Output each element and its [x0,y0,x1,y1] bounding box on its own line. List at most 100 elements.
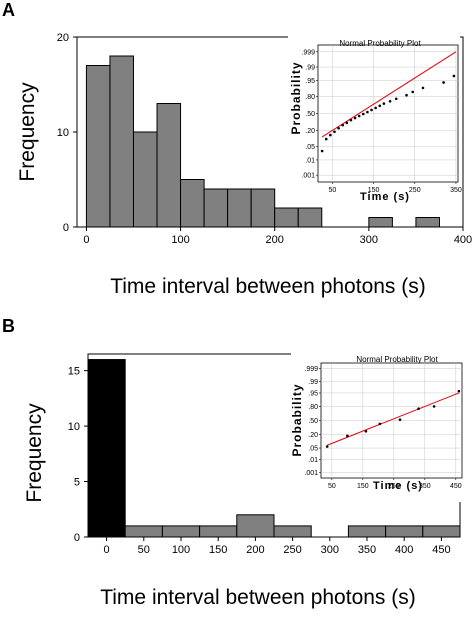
inset-x-tick-label: 350 [419,483,431,490]
inset-y-tick-label: .999 [301,49,315,56]
x-tick-label: 350 [358,544,376,556]
inset-x-tick-label: 50 [329,187,337,194]
x-tick-label: 100 [172,544,190,556]
inset-data-point [345,121,349,125]
inset-data-point [366,110,369,114]
inset-data-point [411,90,415,94]
inset-data-point [364,429,368,433]
y-tick-label: 15 [68,366,80,378]
inset-data-point [442,81,445,84]
inset-y-tick-label: .80 [305,94,315,101]
inset-y-tick-label: .20 [305,128,315,135]
y-tick-label: 0 [63,222,69,234]
panel-a-letter: A [2,0,15,20]
x-tick-label: 400 [395,544,413,556]
inset-y-tick-label: .99 [308,379,318,386]
inset-y-tick-label: .99 [305,65,315,72]
inset-data-point [405,93,408,97]
x-tick-label: 450 [432,544,450,556]
histogram-bar [368,217,393,228]
inset-data-point [320,149,324,153]
inset-data-point [333,130,336,134]
inset-y-tick-label: .001 [301,173,315,180]
histogram-bar [132,131,158,228]
inset-data-point [337,126,340,130]
inset-data-point [325,445,329,448]
panel-a-inset-y-title: Probability [289,61,303,134]
inset-y-tick-label: .80 [308,404,318,411]
y-tick-label: 10 [68,421,80,433]
inset-y-tick-label: .05 [305,144,315,151]
inset-y-tick-label: .01 [305,157,315,164]
panel-b-x-axis-title: Time interval between photons (s) [100,586,416,609]
panel-b-letter: B [2,316,15,336]
inset-data-point [378,422,382,426]
x-tick-label: 100 [171,234,189,246]
inset-y-tick-label: .999 [304,366,318,373]
inset-x-tick-label: 50 [328,483,336,490]
histogram-bar [297,207,323,228]
inset-data-point [370,108,373,112]
panel-a-x-axis-title: Time interval between photons (s) [110,275,426,298]
inset-data-point [398,418,402,421]
inset-y-tick-label: .95 [308,390,318,397]
x-tick-label: 200 [266,234,284,246]
inset-x-tick-label: 350 [450,187,462,194]
panel-b-y-axis-title: Frequency [23,403,46,503]
panel-b-inset-x-title: Time (s) [373,480,423,492]
histogram-bar [347,525,387,538]
histogram-bar [273,525,312,538]
histogram-bar [203,188,229,228]
histogram-bar [236,514,275,538]
panel-b-inset: Normal Probability Plot Probability Time… [290,353,464,502]
histogram-bar [180,179,205,228]
panel-b-inset-title: Normal Probability Plot [356,355,438,364]
panel-a-inset-x-title: Time (s) [360,191,410,203]
panel-a-axes: 0 100 200 300 400 0 10 20 [57,32,472,246]
histogram-bar [124,525,163,538]
inset-y-tick-label: .20 [308,432,318,439]
inset-data-point [374,106,377,110]
inset-fit-line [321,51,457,138]
inset-data-point [421,86,425,90]
x-tick-label: 300 [360,234,378,246]
panel-a-y-axis-title: Frequency [16,82,39,182]
panel-b: B 0 50 100 150 200 250 300 350 400 450 0 5 10 15 Time… [2,316,464,609]
inset-data-point [388,99,392,103]
x-tick-label: 0 [83,234,89,246]
inset-y-tick-label: .95 [305,78,315,85]
x-tick-label: 300 [321,544,339,556]
inset-x-tick-label: 150 [368,187,380,194]
panel-a-inset-title: Normal Probability Plot [339,39,421,48]
inset-x-tick-label: 250 [409,187,421,194]
inset-x-tick-label: 450 [450,483,462,490]
inset-y-tick-label: .50 [308,418,318,425]
x-tick-label: 0 [104,544,110,556]
histogram-bar [161,525,201,538]
inset-data-point [361,112,365,116]
histogram-bar [85,65,111,228]
histogram-bar [385,525,424,538]
panel-a: A 0 100 200 300 400 0 10 20 Time interval betwe… [2,0,472,298]
inset-data-point [457,389,461,393]
inset-data-point [394,97,398,101]
histogram-bar [109,55,134,228]
inset-data-point [329,133,332,137]
inset-y-tick-label: .001 [304,470,318,477]
inset-data-point [382,102,386,105]
inset-data-point [452,74,456,78]
inset-data-point [378,104,382,108]
y-tick-label: 10 [57,127,69,139]
inset-data-point [417,407,420,410]
histogram-bar [415,217,440,228]
inset-y-tick-label: .05 [308,446,318,453]
inset-y-tick-label: .01 [308,457,318,464]
x-tick-label: 400 [454,234,472,246]
histogram-bar [227,188,252,228]
histogram-bar [422,525,461,538]
panel-a-inset: Normal Probability Plot Probability Time… [288,35,462,206]
inset-x-tick-label: 150 [357,483,369,490]
inset-data-point [432,405,436,408]
inset-fit-line [327,392,460,446]
